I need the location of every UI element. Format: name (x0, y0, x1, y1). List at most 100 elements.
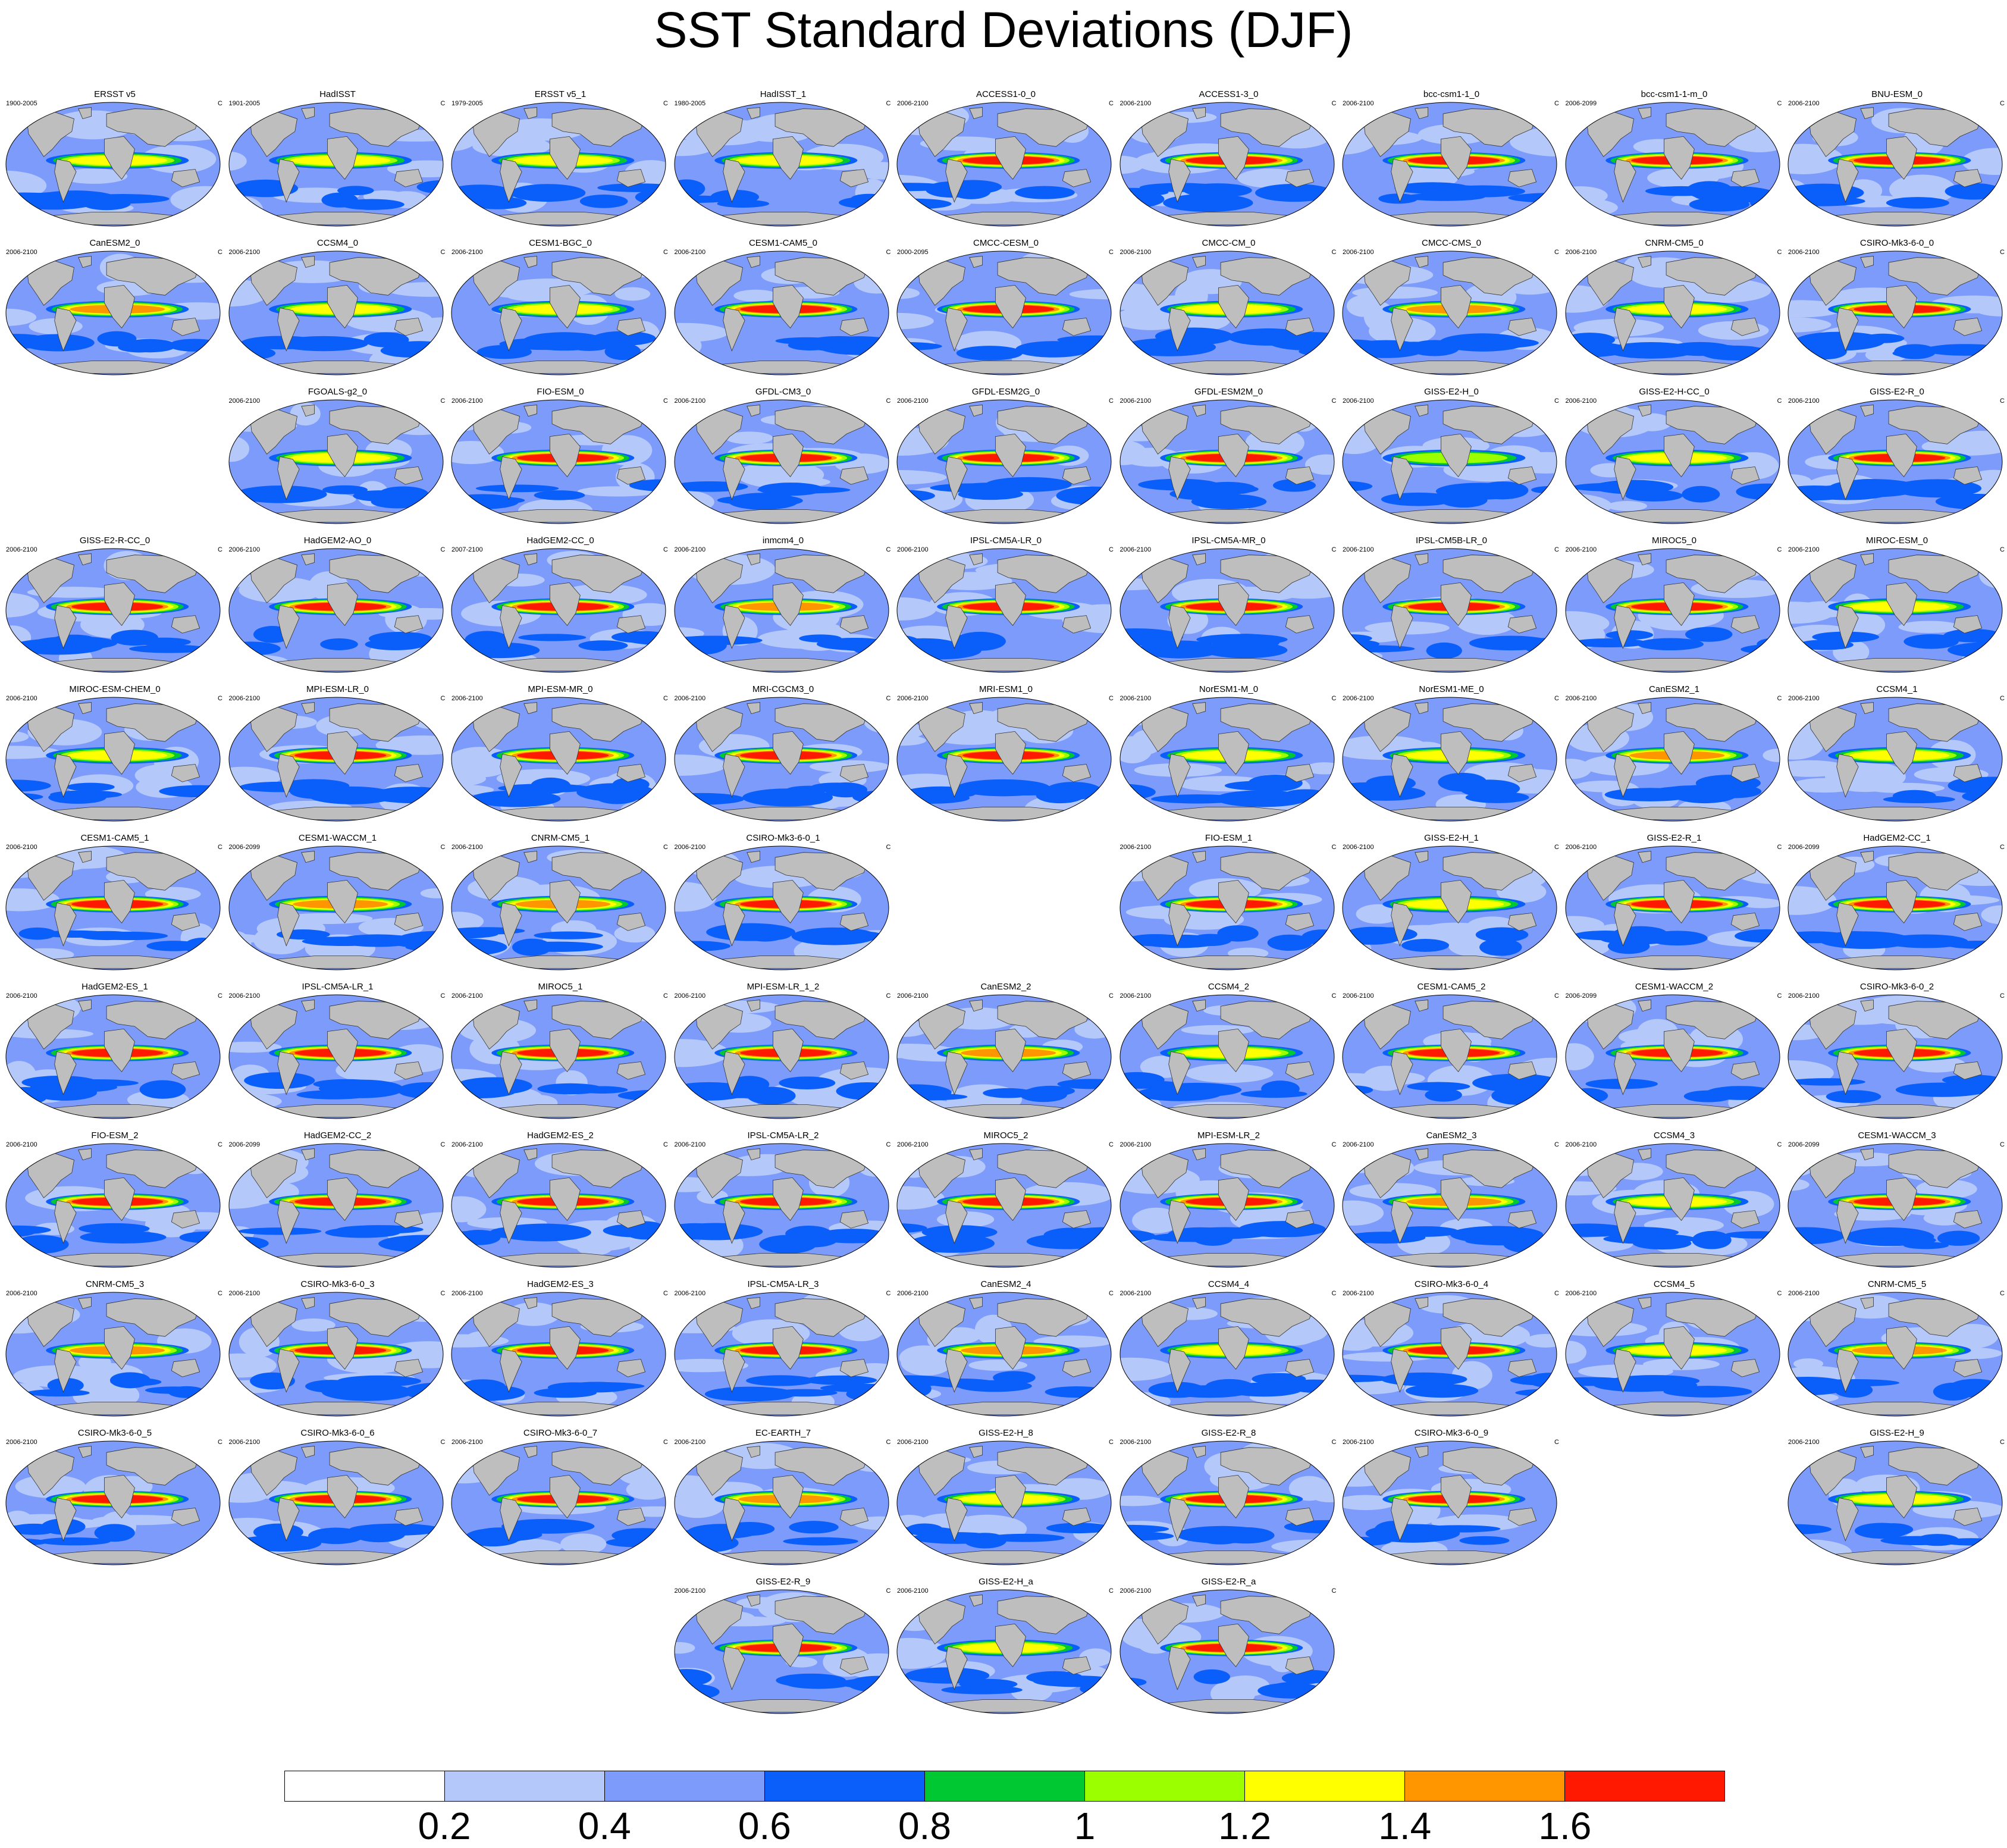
panel-unit: C (1777, 992, 1782, 1000)
panel-unit: C (886, 100, 891, 107)
panel-title: FGOALS-g2_0 (308, 387, 368, 397)
panel-unit: C (1109, 100, 1114, 107)
map-panel: HadISST_1 1980-2005 C (673, 89, 893, 237)
panel-title: GISS-E2-R-CC_0 (79, 535, 150, 546)
sst-map (1565, 548, 1780, 673)
colorbar-tick-label: 1.4 (1378, 1805, 1432, 1847)
map-panel: GISS-E2-H_9 2006-2100 C (1787, 1428, 2007, 1576)
panel-title: MIROC-ESM-CHEM_0 (69, 684, 161, 694)
panel-unit: C (663, 1290, 668, 1297)
panel-title: CanESM2_1 (1648, 684, 1700, 694)
map-panel: GISS-E2-R_9 2006-2100 C (673, 1577, 893, 1724)
panel-years: 2006-2099 (228, 844, 261, 851)
sst-map (1788, 1143, 2003, 1268)
panel-unit: C (1331, 1587, 1337, 1595)
map-panel: MIROC-ESM_0 2006-2100 C (1787, 535, 2007, 683)
map-panel: HadGEM2-ES_1 2006-2100 C (5, 982, 225, 1129)
panel-years: 2006-2100 (897, 1290, 929, 1297)
panel-title: IPSL-CM5B-LR_0 (1415, 535, 1488, 546)
sst-map (451, 1143, 666, 1268)
panel-years: 2006-2100 (897, 546, 929, 553)
panel-years: 2006-2100 (6, 844, 37, 851)
panel-years: 2006-2100 (1119, 1290, 1152, 1297)
panel-years: 2006-2100 (1119, 1141, 1152, 1148)
panel-years: 2006-2100 (897, 100, 929, 107)
panel-years: 2006-2100 (897, 397, 929, 405)
colorbar-tick-label: 1.6 (1538, 1805, 1592, 1847)
panel-unit: C (2000, 397, 2005, 405)
panel-years: 2006-2100 (1565, 1141, 1597, 1148)
map-panel: MIROC-ESM-CHEM_0 2006-2100 C (5, 684, 225, 832)
panel-years: 1980-2005 (674, 100, 706, 107)
sst-map (5, 994, 221, 1119)
panel-unit: C (886, 249, 891, 256)
panel-title: CSIRO-Mk3-6-0_6 (300, 1428, 375, 1438)
panel-years: 2006-2100 (228, 695, 261, 702)
panel-title: CNRM-CM5_0 (1645, 238, 1704, 248)
sst-map (228, 845, 443, 970)
panel-unit: C (2000, 844, 2005, 851)
panel-title: IPSL-CM5A-LR_0 (970, 535, 1042, 546)
panel-years: 2006-2100 (674, 1290, 706, 1297)
panel-title: IPSL-CM5A-LR_3 (747, 1279, 819, 1289)
panel-unit: C (663, 844, 668, 851)
panel-title: CESM1-CAM5_0 (748, 238, 818, 248)
map-panel: FIO-ESM_1 2006-2100 C (1119, 833, 1339, 981)
panel-title: CCSM4_1 (1876, 684, 1918, 694)
sst-map (451, 1292, 666, 1417)
panel-years: 2006-2100 (1119, 695, 1152, 702)
panel-title: CSIRO-Mk3-6-0_9 (1414, 1428, 1489, 1438)
sst-map (5, 1292, 221, 1417)
colorbar-swatch (1405, 1771, 1565, 1801)
panel-unit: C (886, 397, 891, 405)
panel-title: FIO-ESM_2 (91, 1130, 139, 1141)
colorbar-tick-label: 1.2 (1218, 1805, 1272, 1847)
panel-years: 2006-2100 (674, 1587, 706, 1595)
panel-title: HadGEM2-CC_2 (303, 1130, 372, 1141)
panel-title: GISS-E2-H_8 (979, 1428, 1033, 1438)
sst-map (1342, 697, 1557, 822)
panel-title: CanESM2_3 (1426, 1130, 1477, 1141)
panel-years: 2006-2100 (1119, 1439, 1152, 1446)
panel-unit: C (218, 695, 222, 702)
sst-map (674, 1440, 889, 1565)
panel-title: CNRM-CM5_1 (531, 833, 590, 843)
map-panel: CCSM4_1 2006-2100 C (1787, 684, 2007, 832)
panel-unit: C (218, 992, 222, 1000)
map-panel: CSIRO-Mk3-6-0_0 2006-2100 C (1787, 238, 2007, 386)
panel-unit: C (1331, 1141, 1337, 1148)
panel-title: CNRM-CM5_3 (85, 1279, 145, 1289)
panel-unit: C (663, 1141, 668, 1148)
panel-title: CESM1-CAM5_1 (80, 833, 149, 843)
map-panel: IPSL-CM5B-LR_0 2006-2100 C (1341, 535, 1561, 683)
panel-years: 1901-2005 (228, 100, 261, 107)
panel-unit: C (1554, 1290, 1559, 1297)
map-panel: CESM1-CAM5_0 2006-2100 C (673, 238, 893, 386)
sst-map (674, 845, 889, 970)
panel-title: MRI-ESM1_0 (979, 684, 1033, 694)
panel-years: 2006-2100 (6, 1141, 37, 1148)
panel-unit: C (1331, 397, 1337, 405)
panel-title: GISS-E2-H_0 (1424, 387, 1479, 397)
sst-map (1119, 548, 1334, 673)
panel-years: 2006-2100 (228, 1439, 261, 1446)
panel-years: 2006-2100 (1343, 844, 1374, 851)
panel-title: MPI-ESM-MR_0 (528, 684, 593, 694)
sst-map (1342, 845, 1557, 970)
panel-title: HadGEM2-ES_2 (527, 1130, 594, 1141)
panel-title: BNU-ESM_0 (1871, 89, 1923, 99)
map-panel: IPSL-CM5A-LR_2 2006-2100 C (673, 1130, 893, 1278)
panel-title: ACCESS1-3_0 (1199, 89, 1259, 99)
panel-unit: C (1554, 1141, 1559, 1148)
panel-years: 2006-2100 (451, 1439, 483, 1446)
map-panel: FGOALS-g2_0 2006-2100 C (228, 387, 448, 534)
sst-map (896, 250, 1112, 375)
colorbar-tick-label: 0.2 (418, 1805, 471, 1847)
map-panel: CNRM-CM5_5 2006-2100 C (1787, 1279, 2007, 1427)
map-panel: bcc-csm1-1-m_0 2006-2099 C (1564, 89, 1785, 237)
panel-unit: C (440, 695, 446, 702)
map-panel: CESM1-CAM5_2 2006-2100 C (1341, 982, 1561, 1129)
sst-map (1565, 697, 1780, 822)
panel-unit: C (1109, 1290, 1114, 1297)
